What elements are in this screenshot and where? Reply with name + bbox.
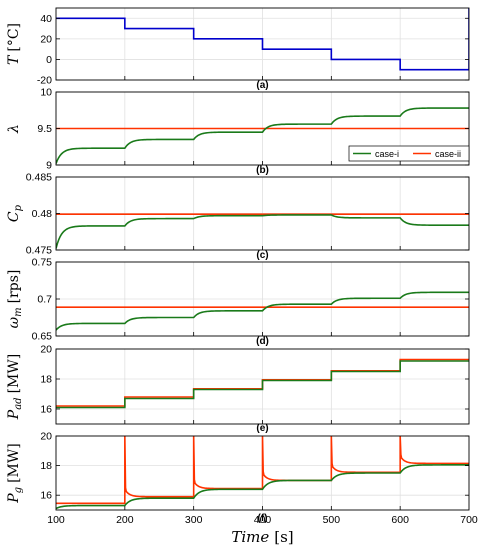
y-axis-label: λ: [6, 124, 22, 134]
y-tick-label: 0.475: [26, 245, 52, 257]
series-group: [56, 8, 469, 71]
y-tick-label: 10: [40, 87, 52, 99]
panel-label: (e): [256, 423, 268, 434]
panel-c: 0.485 0.48 0.475 Cp (c): [6, 172, 470, 261]
y-axis-label: Pg[MW]: [6, 443, 24, 503]
legend-entry: case-i: [375, 149, 399, 159]
x-tick-label: 300: [185, 514, 203, 526]
x-axis-label: Time [s]: [231, 528, 293, 546]
y-tick-label: 0.75: [32, 257, 53, 269]
panel-label: (f): [258, 513, 268, 524]
legend-entry: case-ii: [435, 149, 461, 159]
x-tick-label: 100: [47, 514, 65, 526]
panel-a: 40 20 0 -20 T[°C] (a): [6, 7, 470, 91]
series-line-case-i: [56, 107, 469, 164]
y-tick-label: 0.7: [37, 294, 52, 306]
series-line-case-i: [56, 360, 469, 409]
y-tick-label: 0: [46, 54, 52, 66]
y-tick-label: 20: [40, 344, 52, 356]
y-tick-label: 0.65: [32, 331, 53, 343]
y-tick-label: 18: [40, 374, 52, 386]
panel-b: 10 9.5 9 λ (b) case-i case-ii: [6, 87, 470, 176]
y-tick-label: 18: [40, 460, 52, 472]
series-line-case-i: [56, 214, 469, 249]
y-tick-label: 0.485: [26, 172, 52, 184]
series-group: [56, 213, 469, 249]
y-axis-label: Pad[MW]: [6, 354, 24, 420]
y-axis-label: ωm[rps]: [6, 270, 24, 329]
legend: case-i case-ii: [348, 145, 470, 162]
panel-label: (d): [256, 336, 269, 347]
x-tick-label: 600: [391, 514, 409, 526]
series-line-temperature: [56, 8, 469, 71]
panel-label: (b): [256, 165, 269, 176]
series-group: [56, 358, 469, 409]
y-axis-label: T[°C]: [6, 23, 22, 65]
x-tick-label: 400: [254, 514, 272, 526]
y-axis-label: Cp: [6, 204, 24, 222]
y-tick-label: 16: [40, 490, 52, 502]
series-group: [56, 291, 469, 331]
legend-box: [348, 145, 470, 162]
panel-label: (c): [256, 250, 268, 261]
series-line-case-i: [56, 464, 469, 510]
series-line-case-i: [56, 291, 469, 331]
y-tick-label: -20: [37, 75, 52, 87]
series-group: [56, 107, 469, 164]
panel-label: (a): [256, 80, 268, 91]
y-tick-label: 0.48: [32, 208, 53, 220]
panel-f: 20 18 16 Pg[MW] (f) 100 200 300 400 500 600 700 Time…: [6, 431, 478, 547]
y-tick-label: 16: [40, 404, 52, 416]
series-group: [56, 436, 469, 510]
panel-e: 20 18 16 Pad[MW] (e): [6, 344, 470, 434]
y-tick-label: 9: [46, 160, 52, 172]
panel-d: 0.75 0.7 0.65 ωm[rps] (d): [6, 257, 470, 347]
x-tick-label: 700: [460, 514, 478, 526]
series-line-case-ii: [56, 436, 469, 505]
y-tick-label: 20: [40, 33, 52, 45]
y-tick-label: 20: [40, 431, 52, 443]
x-tick-label: 200: [116, 514, 134, 526]
x-tick-label: 500: [323, 514, 341, 526]
y-tick-label: 9.5: [37, 123, 52, 135]
y-tick-label: 40: [40, 13, 52, 25]
